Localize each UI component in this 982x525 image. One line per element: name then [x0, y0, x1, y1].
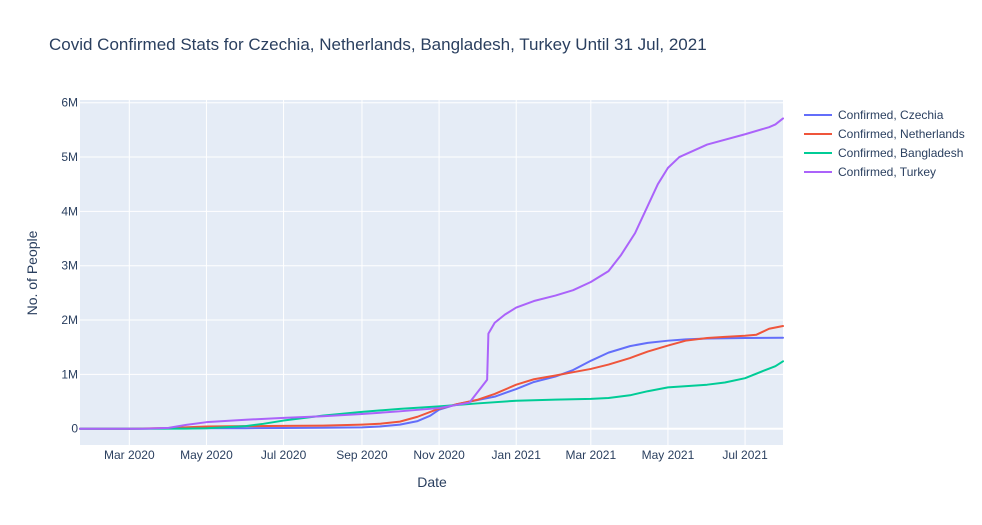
series-line-1: [79, 325, 784, 430]
x-tick-label: Mar 2020: [104, 448, 155, 462]
y-axis-title: No. of People: [24, 230, 40, 315]
legend-label: Confirmed, Netherlands: [838, 127, 965, 141]
gridlines: [80, 100, 783, 445]
x-tick-label: Jan 2021: [492, 448, 542, 462]
x-tick-label: Jul 2020: [261, 448, 307, 462]
x-tick-label: Nov 2020: [413, 448, 465, 462]
y-tick-label: 1M: [61, 367, 78, 381]
y-tick-label: 4M: [61, 204, 78, 218]
y-tick-label: 5M: [61, 150, 78, 164]
plot-area: [80, 100, 783, 445]
x-tick-label: Mar 2021: [565, 448, 616, 462]
series-line-2: [79, 360, 784, 430]
x-tick-label: Jul 2021: [722, 448, 768, 462]
legend-label: Confirmed, Czechia: [838, 108, 944, 122]
y-tick-label: 0: [71, 422, 78, 436]
series-line-3: [79, 117, 784, 430]
legend-label: Confirmed, Bangladesh: [838, 146, 963, 160]
chart-title: Covid Confirmed Stats for Czechia, Nethe…: [49, 35, 707, 54]
legend: Confirmed, Czechia Confirmed, Netherlands…: [804, 108, 965, 179]
legend-label: Confirmed, Turkey: [838, 165, 936, 179]
x-tick-label: May 2020: [180, 448, 233, 462]
x-tick-label: May 2021: [642, 448, 695, 462]
y-axis-ticks: 0 1M 2M 3M 4M 5M 6M: [61, 96, 78, 436]
y-tick-label: 3M: [61, 259, 78, 273]
series-lines: [79, 117, 784, 430]
x-axis-ticks: Mar 2020 May 2020 Jul 2020 Sep 2020 Nov 2020…: [104, 448, 768, 462]
x-tick-label: Sep 2020: [336, 448, 388, 462]
y-tick-label: 6M: [61, 96, 78, 110]
y-tick-label: 2M: [61, 313, 78, 327]
x-axis-title: Date: [417, 474, 447, 490]
